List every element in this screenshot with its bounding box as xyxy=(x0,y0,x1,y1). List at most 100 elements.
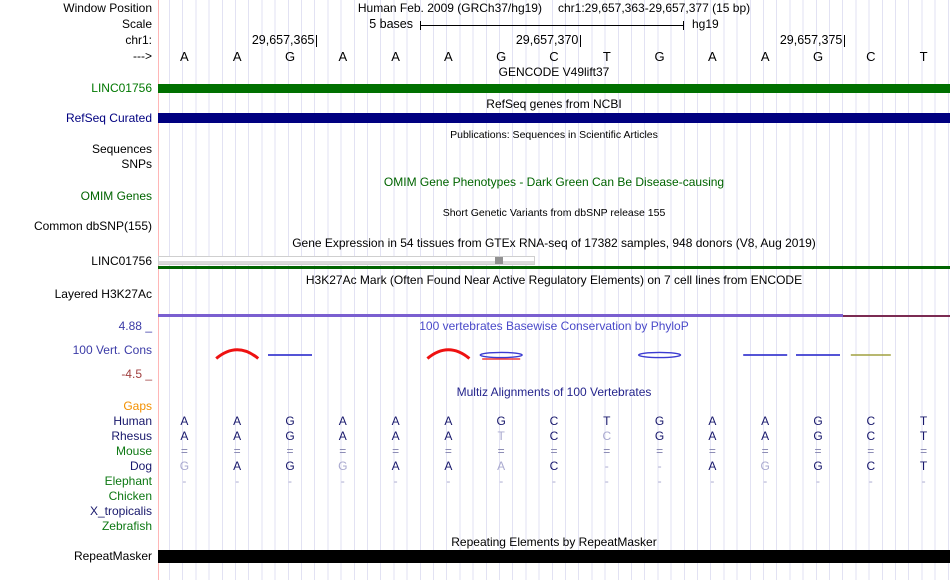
sequence-base-letter: A xyxy=(760,49,770,64)
multiz-aligned-base: T xyxy=(919,429,928,443)
multiz-aligned-base: A xyxy=(444,429,453,443)
multiz-aligned-base: - xyxy=(921,474,926,488)
multiz-aligned-base: - xyxy=(868,474,873,488)
sequence-base-letter: A xyxy=(232,49,242,64)
ruler-tick-mark xyxy=(844,35,846,47)
gtex-gene-label[interactable]: LINC01756 xyxy=(91,254,152,268)
sequence-base-letter: G xyxy=(654,49,665,64)
multiz-aligned-base: A xyxy=(708,459,717,473)
publications-sequences-label[interactable]: Sequences xyxy=(91,142,152,156)
multiz-aligned-base: A xyxy=(444,459,453,473)
h3k27ac-signal-line-right[interactable] xyxy=(843,315,950,317)
h3k27ac-signal-line[interactable] xyxy=(158,314,843,317)
conservation-mark-arc_up xyxy=(426,348,471,360)
multiz-aligned-base: = xyxy=(339,444,347,458)
multiz-aligned-base: G xyxy=(179,459,190,473)
refseq-curated-label[interactable]: RefSeq Curated xyxy=(65,111,152,125)
multiz-species-label-gaps[interactable]: Gaps xyxy=(123,399,152,413)
omim-genes-label[interactable]: OMIM Genes xyxy=(80,189,152,203)
gtex-gene-line[interactable] xyxy=(158,266,950,269)
multiz-aligned-base: A xyxy=(497,459,506,473)
multiz-aligned-base: A xyxy=(761,429,770,443)
multiz-aligned-base: = xyxy=(286,444,294,458)
multiz-aligned-base: A xyxy=(338,429,347,443)
publications-track-title: Publications: Sequences in Scientific Ar… xyxy=(450,129,658,141)
multiz-aligned-base: = xyxy=(233,444,241,458)
gtex-slider-handle[interactable] xyxy=(495,257,503,264)
repeatmasker-track-title: Repeating Elements by RepeatMasker xyxy=(451,535,657,549)
multiz-aligned-base: - xyxy=(499,474,504,488)
multiz-species-label-mouse[interactable]: Mouse xyxy=(115,444,152,458)
ruler-coordinate-label: 29,657,365 xyxy=(251,33,315,47)
ruler-coordinate-label: 29,657,375 xyxy=(779,33,843,47)
phylop-axis-max: 4.88 _ xyxy=(118,319,152,333)
multiz-aligned-base: C xyxy=(866,459,876,473)
multiz-aligned-base: T xyxy=(919,459,928,473)
multiz-aligned-base: A xyxy=(391,429,400,443)
multiz-aligned-base: - xyxy=(604,459,609,473)
multiz-aligned-base: - xyxy=(446,474,451,488)
multiz-aligned-base: A xyxy=(708,429,717,443)
gencode-gene-label[interactable]: LINC01756 xyxy=(91,81,152,95)
sequence-base-letter: A xyxy=(391,49,400,64)
sequence-base-letter: C xyxy=(549,49,559,64)
dbsnp-label[interactable]: Common dbSNP(155) xyxy=(33,219,152,233)
gtex-expression-bar[interactable] xyxy=(158,256,535,265)
ruler-tick-mark xyxy=(316,35,318,47)
multiz-aligned-base: = xyxy=(444,444,452,458)
multiz-aligned-base: - xyxy=(710,474,715,488)
gencode-gene-bar[interactable] xyxy=(158,84,950,93)
multiz-aligned-base: C xyxy=(866,429,876,443)
phylop-wiggle-plot[interactable] xyxy=(158,344,950,370)
multiz-aligned-base: = xyxy=(761,444,769,458)
multiz-aligned-base: C xyxy=(549,459,559,473)
sequence-base-letter: A xyxy=(338,49,348,64)
multiz-aligned-base: T xyxy=(919,414,928,428)
multiz-aligned-base: G xyxy=(285,414,295,428)
sequence-base-letter: T xyxy=(602,49,611,64)
multiz-species-label-zebrafish[interactable]: Zebrafish xyxy=(101,519,152,533)
multiz-aligned-base: A xyxy=(761,414,770,428)
multiz-aligned-base: G xyxy=(338,459,348,473)
sequence-base-letter: C xyxy=(866,49,876,64)
sequence-base-letter: G xyxy=(284,49,296,64)
multiz-aligned-base: - xyxy=(657,459,662,473)
multiz-aligned-base: - xyxy=(288,474,292,488)
refseq-track-title: RefSeq genes from NCBI xyxy=(486,97,622,111)
refseq-gene-bar[interactable] xyxy=(158,113,950,123)
sequence-base-letter: A xyxy=(444,49,453,64)
multiz-aligned-base: A xyxy=(391,414,400,428)
track-left-edge-line xyxy=(158,0,159,580)
strand-arrow-label: ---> xyxy=(133,49,152,63)
phylop-track-title: 100 vertebrates Basewise Conservation by… xyxy=(419,319,689,333)
scale-label: Scale xyxy=(121,17,152,31)
publications-snps-label[interactable]: SNPs xyxy=(121,157,152,171)
multiz-species-label-dog[interactable]: Dog xyxy=(129,459,152,473)
multiz-species-label-chicken[interactable]: Chicken xyxy=(108,489,152,503)
base-position-gridlines xyxy=(169,0,949,580)
conservation-mark-blue_lens xyxy=(637,351,682,359)
phylop-track-label[interactable]: 100 Vert. Cons xyxy=(72,343,152,357)
h3k27ac-label[interactable]: Layered H3K27Ac xyxy=(54,287,152,301)
multiz-aligned-base: T xyxy=(603,414,611,428)
multiz-species-label-rhesus[interactable]: Rhesus xyxy=(111,429,152,443)
multiz-aligned-base: G xyxy=(813,414,823,428)
conservation-mark-blue_lens_red xyxy=(479,351,523,359)
assembly-title: Human Feb. 2009 (GRCh37/hg19) xyxy=(357,1,542,15)
multiz-aligned-base: C xyxy=(549,414,559,428)
multiz-aligned-base: = xyxy=(814,444,822,458)
multiz-aligned-base: A xyxy=(338,414,347,428)
multiz-aligned-base: - xyxy=(235,474,240,488)
multiz-species-label-elephant[interactable]: Elephant xyxy=(104,474,152,488)
multiz-aligned-base: - xyxy=(657,474,662,488)
multiz-species-label-human[interactable]: Human xyxy=(113,414,152,428)
sequence-base-letter: T xyxy=(919,49,928,64)
repeatmasker-label[interactable]: RepeatMasker xyxy=(73,549,152,563)
multiz-aligned-base: = xyxy=(497,444,505,458)
repeatmasker-bar[interactable] xyxy=(158,550,950,563)
chromosome-label: chr1: xyxy=(125,33,152,47)
multiz-species-label-x_tropicalis[interactable]: X_tropicalis xyxy=(89,504,152,518)
scale-value: 5 bases xyxy=(369,17,413,31)
multiz-aligned-base: = xyxy=(180,444,188,458)
